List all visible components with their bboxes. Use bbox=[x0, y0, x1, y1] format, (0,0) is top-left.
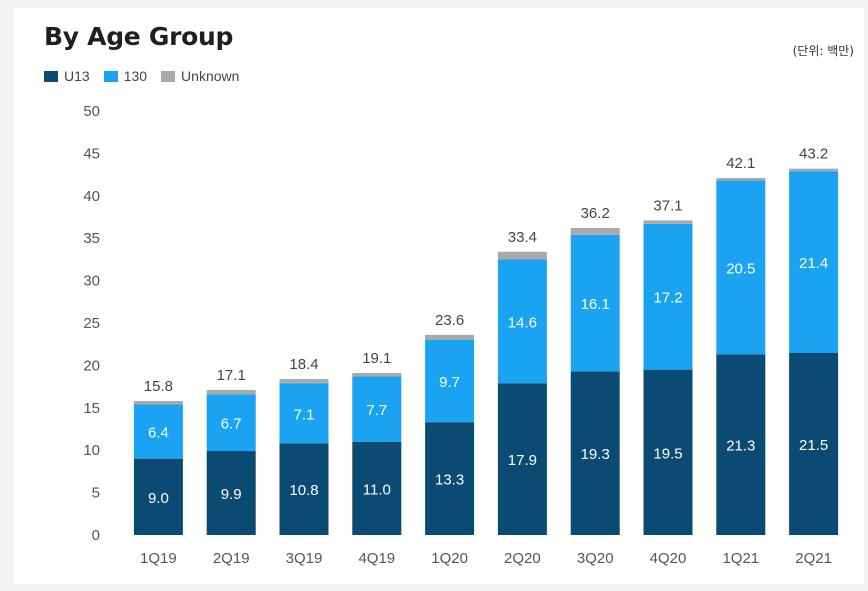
data-label-130: 7.1 bbox=[294, 406, 315, 423]
total-label: 15.8 bbox=[144, 378, 173, 395]
x-tick-label: 3Q20 bbox=[577, 550, 614, 567]
y-tick-label: 25 bbox=[83, 315, 100, 332]
bar-segment-u13 bbox=[716, 354, 766, 535]
data-label-130: 16.1 bbox=[581, 296, 610, 313]
y-tick-label: 35 bbox=[83, 230, 100, 247]
data-label-130: 9.7 bbox=[439, 374, 460, 391]
x-tick-label: 1Q20 bbox=[431, 550, 468, 567]
x-tick-label: 1Q19 bbox=[140, 550, 177, 567]
x-tick-label: 3Q19 bbox=[286, 550, 323, 567]
total-label: 33.4 bbox=[508, 229, 537, 246]
total-label: 17.1 bbox=[217, 367, 246, 384]
data-label-u13: 9.0 bbox=[148, 490, 169, 507]
legend-label-u13: U13 bbox=[64, 68, 90, 84]
bar-segment-130 bbox=[279, 383, 329, 444]
bar-segment-unknown bbox=[133, 401, 183, 405]
bar-chart: 0 5 10 15 20 25 30 35 40 45 50 9.0 6.4 15.8 1Q19 9.9 6.7… bbox=[83, 103, 839, 567]
bar-segment-130 bbox=[716, 180, 766, 355]
data-label-u13: 19.3 bbox=[581, 446, 610, 463]
legend-item-u13: U13 bbox=[44, 68, 90, 84]
x-tick-label: 4Q20 bbox=[650, 550, 687, 567]
unit-note: (단위: 백만) bbox=[792, 44, 854, 58]
bar-segment-unknown bbox=[425, 334, 475, 340]
bar-segment-unknown bbox=[643, 220, 693, 224]
legend-item-unknown: Unknown bbox=[161, 68, 239, 84]
y-tick-label: 0 bbox=[92, 527, 100, 544]
y-tick-label: 45 bbox=[83, 145, 100, 162]
data-label-u13: 17.9 bbox=[508, 452, 537, 469]
bar-segment-130 bbox=[133, 404, 183, 459]
data-label-u13: 21.3 bbox=[726, 438, 755, 455]
bar-segment-130 bbox=[352, 376, 402, 442]
total-label: 37.1 bbox=[653, 197, 682, 214]
bar-segment-130 bbox=[643, 223, 693, 370]
bar-segment-u13 bbox=[352, 441, 402, 535]
bar-segment-unknown bbox=[206, 389, 256, 395]
y-tick-label: 20 bbox=[83, 357, 100, 374]
bar-segment-u13 bbox=[206, 451, 256, 535]
bar-segment-unknown bbox=[497, 251, 547, 260]
total-label: 42.1 bbox=[726, 155, 755, 172]
y-tick-label: 50 bbox=[83, 103, 100, 120]
data-label-u13: 10.8 bbox=[289, 482, 318, 499]
data-label-u13: 9.9 bbox=[221, 486, 242, 503]
legend-label-130: 130 bbox=[123, 68, 148, 84]
bar-segment-u13 bbox=[643, 369, 693, 535]
y-tick-label: 15 bbox=[83, 400, 100, 417]
y-tick-label: 10 bbox=[83, 442, 100, 459]
x-tick-label: 2Q19 bbox=[213, 550, 250, 567]
data-label-130: 20.5 bbox=[726, 260, 755, 277]
total-label: 43.2 bbox=[799, 146, 828, 163]
y-tick-label: 40 bbox=[83, 188, 100, 205]
data-label-u13: 21.5 bbox=[799, 437, 828, 454]
bar-segment-130 bbox=[206, 394, 256, 452]
bar-segment-u13 bbox=[570, 371, 620, 535]
total-label: 18.4 bbox=[289, 356, 318, 373]
bar-segment-u13 bbox=[133, 458, 183, 535]
legend-swatch-u13 bbox=[44, 70, 58, 82]
legend: U13 130 Unknown bbox=[44, 68, 239, 84]
bar-segment-130 bbox=[425, 339, 475, 423]
data-label-u13: 11.0 bbox=[363, 481, 391, 498]
x-tick-label: 2Q20 bbox=[504, 550, 541, 567]
data-label-u13: 13.3 bbox=[435, 472, 464, 489]
x-tick-label: 4Q19 bbox=[358, 550, 395, 567]
y-tick-label: 5 bbox=[92, 485, 100, 502]
data-label-130: 21.4 bbox=[799, 255, 828, 272]
bar-segment-u13 bbox=[497, 383, 547, 535]
data-label-130: 7.7 bbox=[366, 402, 387, 419]
data-label-u13: 19.5 bbox=[653, 445, 682, 462]
x-tick-label: 1Q21 bbox=[722, 550, 759, 567]
legend-item-130: 130 bbox=[103, 68, 148, 84]
chart-card: By Age Group (단위: 백만) U13 130 Unknown 0 5… bbox=[14, 8, 864, 584]
x-tick-label: 2Q21 bbox=[795, 550, 832, 567]
total-label: 19.1 bbox=[362, 350, 391, 367]
bar-segment-unknown bbox=[570, 228, 620, 235]
legend-label-unknown: Unknown bbox=[181, 68, 240, 84]
chart-title: By Age Group bbox=[44, 22, 234, 51]
legend-swatch-unknown bbox=[161, 70, 176, 82]
legend-swatch-130 bbox=[103, 70, 118, 82]
bar-segment-130 bbox=[497, 259, 547, 384]
bar-segment-unknown bbox=[279, 378, 329, 384]
bar-segment-unknown bbox=[716, 177, 766, 181]
bar-segment-u13 bbox=[425, 422, 475, 535]
total-label: 36.2 bbox=[581, 205, 610, 222]
bar-segment-u13 bbox=[789, 352, 839, 535]
bar-segment-130 bbox=[789, 171, 839, 353]
total-label: 23.6 bbox=[435, 312, 464, 329]
data-label-130: 6.7 bbox=[221, 416, 242, 433]
bar-segment-u13 bbox=[279, 443, 329, 535]
bar-segment-130 bbox=[570, 234, 620, 372]
data-label-130: 6.4 bbox=[148, 425, 169, 442]
bar-segment-unknown bbox=[789, 168, 839, 172]
y-tick-label: 30 bbox=[83, 273, 100, 290]
data-label-130: 14.6 bbox=[508, 314, 537, 331]
data-label-130: 17.2 bbox=[653, 290, 682, 307]
bar-segment-unknown bbox=[352, 373, 402, 377]
